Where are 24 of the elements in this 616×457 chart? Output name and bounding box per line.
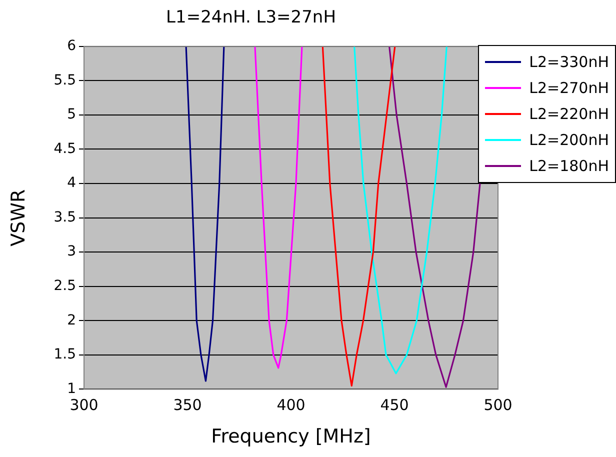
legend-label: L2=220nH: [529, 104, 609, 125]
x-tick-label: 500: [484, 396, 512, 414]
y-tick-label: 1.5: [54, 346, 76, 363]
x-tick-label: 300: [70, 396, 98, 414]
x-tick-label: 400: [276, 396, 306, 414]
x-tick-label: 350: [173, 396, 202, 414]
x-tick-label: 450: [380, 396, 409, 414]
legend-label: L2=270nH: [529, 78, 609, 99]
y-tick-label: 2.5: [54, 278, 76, 294]
y-axis-title: VSWR: [7, 189, 30, 246]
legend-label: L2=180nH: [529, 156, 609, 177]
legend-label: L2=200nH: [529, 130, 609, 151]
y-tick-label: 3.5: [54, 209, 76, 226]
y-tick-label: 6: [67, 38, 76, 54]
x-axis-title: Frequency [MHz]: [211, 426, 371, 448]
y-tick-label: 3: [67, 244, 76, 260]
legend-label: L2=330nH: [529, 52, 609, 73]
y-tick-label: 5.5: [54, 72, 76, 88]
y-tick-label: 4.5: [54, 140, 76, 157]
y-tick-label: 5: [67, 106, 76, 123]
y-tick-label: 1: [67, 380, 76, 397]
y-tick-label: 4: [67, 175, 76, 192]
chart-title: L1=24nH. L3=27nH: [166, 8, 336, 28]
y-tick-label: 2: [67, 312, 76, 328]
